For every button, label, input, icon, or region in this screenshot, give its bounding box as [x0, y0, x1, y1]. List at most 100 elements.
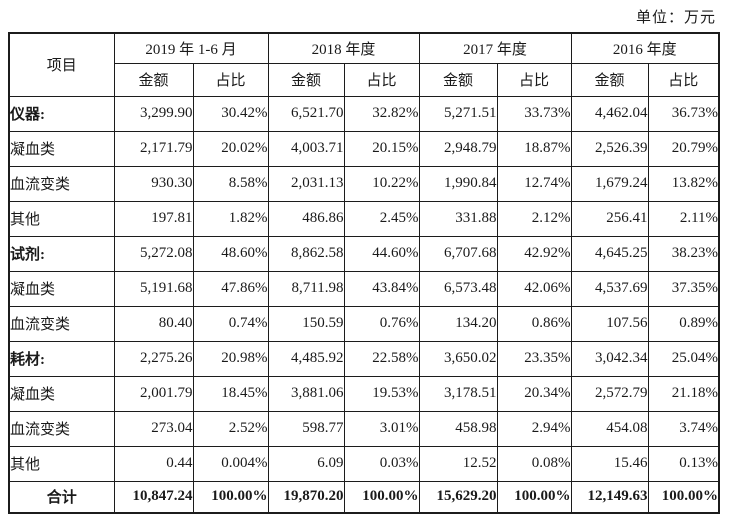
amount-cell: 12.52: [418, 445, 498, 482]
row-label: 其他: [8, 200, 115, 237]
ratio-cell: 8.58%: [192, 165, 269, 202]
ratio-cell: 23.35%: [496, 340, 572, 377]
ratio-cell: 20.02%: [192, 130, 269, 167]
row-label: 凝血类: [8, 130, 115, 167]
amount-header: 金额: [113, 62, 194, 97]
table-body: 仪器: 3,299.90 30.42% 6,521.70 32.82% 5,271.51 3…: [8, 95, 720, 514]
period-header-2017: 2017 年度: [418, 32, 572, 64]
row-label: 血流变类: [8, 165, 115, 202]
amount-cell: 2,031.13: [267, 165, 345, 202]
ratio-cell: 2.94%: [496, 410, 572, 447]
unit-label: 单位：万元: [635, 10, 716, 26]
amount-cell: 19,870.20: [267, 480, 345, 514]
ratio-cell: 100.00%: [343, 480, 420, 514]
ratio-cell: 0.13%: [647, 445, 720, 482]
amount-cell: 2,001.79: [113, 375, 194, 412]
ratio-cell: 42.92%: [496, 235, 572, 272]
ratio-cell: 0.76%: [343, 305, 420, 342]
amount-cell: 2,572.79: [570, 375, 649, 412]
amount-cell: 150.59: [267, 305, 345, 342]
ratio-cell: 2.45%: [343, 200, 420, 237]
row-label: 凝血类: [8, 375, 115, 412]
amount-cell: 4,462.04: [570, 95, 649, 132]
ratio-cell: 20.34%: [496, 375, 572, 412]
amount-cell: 3,042.34: [570, 340, 649, 377]
amount-cell: 2,275.26: [113, 340, 194, 377]
amount-cell: 930.30: [113, 165, 194, 202]
amount-cell: 5,272.08: [113, 235, 194, 272]
ratio-cell: 25.04%: [647, 340, 720, 377]
amount-cell: 197.81: [113, 200, 194, 237]
ratio-cell: 3.74%: [647, 410, 720, 447]
amount-cell: 10,847.24: [113, 480, 194, 514]
amount-cell: 2,171.79: [113, 130, 194, 167]
amount-cell: 6.09: [267, 445, 345, 482]
amount-cell: 2,526.39: [570, 130, 649, 167]
amount-cell: 15.46: [570, 445, 649, 482]
amount-cell: 3,178.51: [418, 375, 498, 412]
row-label: 仪器:: [8, 95, 115, 132]
ratio-cell: 100.00%: [647, 480, 720, 514]
ratio-cell: 19.53%: [343, 375, 420, 412]
amount-cell: 80.40: [113, 305, 194, 342]
table-row: 血流变类 930.30 8.58% 2,031.13 10.22% 1,990.84 12.…: [8, 165, 720, 202]
amount-cell: 454.08: [570, 410, 649, 447]
ratio-cell: 1.82%: [192, 200, 269, 237]
table-row: 试剂: 5,272.08 48.60% 8,862.58 44.60% 6,707.68 4…: [8, 235, 720, 272]
table-row: 血流变类 80.40 0.74% 150.59 0.76% 134.20 0.86% 107.…: [8, 305, 720, 342]
ratio-cell: 12.74%: [496, 165, 572, 202]
ratio-header: 占比: [496, 62, 572, 97]
ratio-cell: 32.82%: [343, 95, 420, 132]
amount-cell: 1,679.24: [570, 165, 649, 202]
amount-header: 金额: [267, 62, 345, 97]
ratio-cell: 21.18%: [647, 375, 720, 412]
amount-cell: 5,271.51: [418, 95, 498, 132]
period-header-2018: 2018 年度: [267, 32, 420, 64]
amount-cell: 8,711.98: [267, 270, 345, 307]
ratio-cell: 33.73%: [496, 95, 572, 132]
ratio-cell: 18.45%: [192, 375, 269, 412]
ratio-cell: 48.60%: [192, 235, 269, 272]
ratio-cell: 20.79%: [647, 130, 720, 167]
ratio-header: 占比: [343, 62, 420, 97]
ratio-cell: 2.12%: [496, 200, 572, 237]
table-row: 耗材: 2,275.26 20.98% 4,485.92 22.58% 3,650.02 2…: [8, 340, 720, 377]
amount-cell: 486.86: [267, 200, 345, 237]
ratio-cell: 20.15%: [343, 130, 420, 167]
amount-cell: 5,191.68: [113, 270, 194, 307]
ratio-cell: 42.06%: [496, 270, 572, 307]
table-row: 凝血类 2,171.79 20.02% 4,003.71 20.15% 2,948.79 1…: [8, 130, 720, 167]
header-row-periods: 项目 2019 年 1-6 月 2018 年度 2017 年度 2016 年度: [8, 32, 720, 97]
amount-cell: 12,149.63: [570, 480, 649, 514]
row-label: 其他: [8, 445, 115, 482]
ratio-cell: 44.60%: [343, 235, 420, 272]
amount-cell: 134.20: [418, 305, 498, 342]
header-row-measures: 金额 占比 金额 占比 金额 占比 金额 占比: [9, 62, 720, 97]
total-row: 合计 10,847.24 100.00% 19,870.20 100.00% 15,629…: [8, 480, 720, 514]
amount-cell: 6,521.70: [267, 95, 345, 132]
row-label: 血流变类: [8, 410, 115, 447]
ratio-cell: 3.01%: [343, 410, 420, 447]
ratio-cell: 0.08%: [496, 445, 572, 482]
ratio-cell: 0.86%: [496, 305, 572, 342]
amount-cell: 4,485.92: [267, 340, 345, 377]
amount-cell: 3,299.90: [113, 95, 194, 132]
table-row: 凝血类 2,001.79 18.45% 3,881.06 19.53% 3,178.51 2…: [8, 375, 720, 412]
ratio-cell: 2.11%: [647, 200, 720, 237]
table-row: 其他 0.44 0.004% 6.09 0.03% 12.52 0.08% 15.46 0.13…: [8, 445, 720, 482]
amount-cell: 458.98: [418, 410, 498, 447]
amount-cell: 256.41: [570, 200, 649, 237]
row-label: 试剂:: [8, 235, 115, 272]
ratio-cell: 43.84%: [343, 270, 420, 307]
ratio-cell: 100.00%: [192, 480, 269, 514]
amount-cell: 4,537.69: [570, 270, 649, 307]
ratio-cell: 0.89%: [647, 305, 720, 342]
amount-cell: 4,003.71: [267, 130, 345, 167]
period-header-2016: 2016 年度: [570, 32, 720, 64]
table-row: 血流变类 273.04 2.52% 598.77 3.01% 458.98 2.94% 454…: [8, 410, 720, 447]
amount-header: 金额: [570, 62, 649, 97]
ratio-cell: 0.004%: [192, 445, 269, 482]
amount-cell: 598.77: [267, 410, 345, 447]
amount-cell: 4,645.25: [570, 235, 649, 272]
amount-header: 金额: [418, 62, 498, 97]
